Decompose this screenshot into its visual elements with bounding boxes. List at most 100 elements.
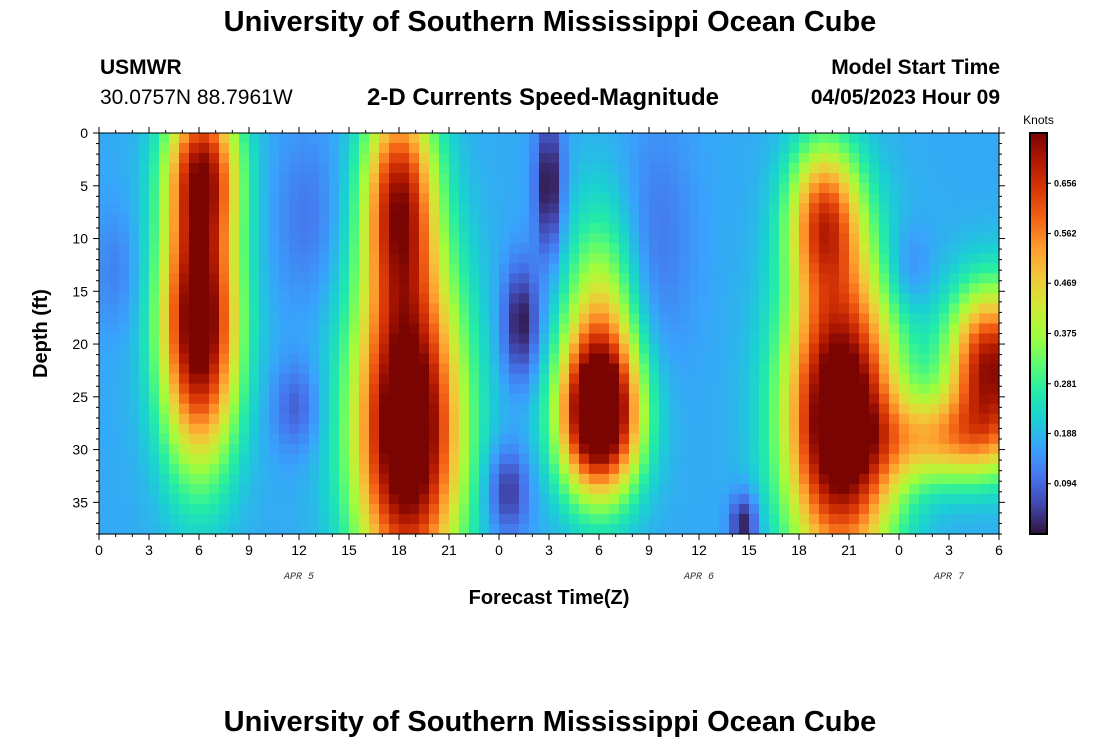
heatmap-cell bbox=[459, 303, 470, 315]
heatmap-cell bbox=[889, 163, 900, 174]
heatmap-cell bbox=[709, 173, 720, 184]
heatmap-cell bbox=[859, 163, 870, 174]
heatmap-cell bbox=[839, 313, 850, 325]
heatmap-cell bbox=[569, 503, 580, 515]
heatmap-cell bbox=[189, 203, 200, 214]
heatmap-cell bbox=[619, 423, 630, 435]
heatmap-cell bbox=[439, 333, 450, 345]
heatmap-cell bbox=[869, 503, 880, 515]
heatmap-cell bbox=[829, 213, 840, 224]
heatmap-cell bbox=[849, 423, 860, 435]
heatmap-cell bbox=[709, 223, 720, 234]
heatmap-cell bbox=[159, 233, 170, 244]
heatmap-cell bbox=[729, 273, 740, 284]
heatmap-cell bbox=[279, 513, 290, 525]
heatmap-cell bbox=[219, 303, 230, 315]
heatmap-cell bbox=[559, 253, 570, 264]
heatmap-cell bbox=[979, 463, 990, 475]
heatmap-cell bbox=[169, 353, 180, 365]
heatmap-cell bbox=[599, 523, 610, 535]
heatmap-cell bbox=[649, 473, 660, 485]
heatmap-cell bbox=[909, 413, 920, 425]
heatmap-cell bbox=[399, 443, 410, 455]
heatmap-cell bbox=[589, 133, 600, 144]
heatmap-cell bbox=[339, 153, 350, 164]
heatmap-cell bbox=[169, 133, 180, 144]
heatmap-cell bbox=[579, 453, 590, 465]
heatmap-cell bbox=[369, 433, 380, 445]
heatmap-cell bbox=[549, 373, 560, 385]
heatmap-cell bbox=[659, 353, 670, 365]
heatmap-cell bbox=[239, 333, 250, 345]
heatmap-cell bbox=[389, 213, 400, 224]
heatmap-cell bbox=[499, 473, 510, 485]
heatmap-cell bbox=[479, 153, 490, 164]
heatmap-cell bbox=[979, 453, 990, 465]
heatmap-cell bbox=[649, 153, 660, 164]
heatmap-cell bbox=[269, 453, 280, 465]
heatmap-cell bbox=[229, 183, 240, 194]
heatmap-cell bbox=[689, 253, 700, 264]
heatmap-cell bbox=[199, 463, 210, 475]
heatmap-cell bbox=[179, 373, 190, 385]
heatmap-cell bbox=[939, 153, 950, 164]
heatmap-cell bbox=[489, 183, 500, 194]
heatmap-cell bbox=[389, 333, 400, 345]
heatmap-cell bbox=[629, 183, 640, 194]
heatmap-cell bbox=[589, 253, 600, 264]
heatmap-cell bbox=[289, 403, 300, 415]
heatmap-cell bbox=[569, 493, 580, 505]
heatmap-cell bbox=[789, 493, 800, 505]
heatmap-cell bbox=[859, 153, 870, 164]
heatmap-cell bbox=[939, 203, 950, 214]
x-tick-label: 21 bbox=[441, 542, 457, 558]
heatmap-cell bbox=[519, 243, 530, 254]
heatmap-cell bbox=[699, 393, 710, 405]
heatmap-cell bbox=[689, 203, 700, 214]
heatmap-cell bbox=[719, 523, 730, 535]
heatmap-cell bbox=[109, 493, 120, 505]
heatmap-cell bbox=[699, 493, 710, 505]
heatmap-cell bbox=[739, 483, 750, 495]
heatmap-cell bbox=[749, 333, 760, 345]
heatmap-cell bbox=[689, 223, 700, 234]
heatmap-cell bbox=[179, 393, 190, 405]
heatmap-cell bbox=[629, 233, 640, 244]
heatmap-cell bbox=[149, 393, 160, 405]
heatmap-cell bbox=[659, 163, 670, 174]
heatmap-cell bbox=[389, 143, 400, 154]
heatmap-cell bbox=[439, 393, 450, 405]
heatmap-cell bbox=[189, 473, 200, 485]
x-tick-label: 12 bbox=[691, 542, 707, 558]
heatmap-cell bbox=[169, 423, 180, 435]
heatmap-cell bbox=[229, 313, 240, 325]
heatmap-cell bbox=[269, 233, 280, 244]
heatmap-cell bbox=[169, 293, 180, 305]
heatmap-cell bbox=[779, 293, 790, 305]
heatmap-cell bbox=[109, 383, 120, 395]
heatmap-cell bbox=[169, 493, 180, 505]
heatmap-cell bbox=[279, 343, 290, 355]
heatmap-cell bbox=[429, 333, 440, 345]
heatmap-cell bbox=[749, 203, 760, 214]
heatmap-cell bbox=[509, 373, 520, 385]
heatmap-cell bbox=[749, 383, 760, 395]
heatmap-cell bbox=[189, 353, 200, 365]
heatmap-cell bbox=[129, 163, 140, 174]
heatmap-cell bbox=[969, 383, 980, 395]
heatmap-cell bbox=[589, 233, 600, 244]
heatmap-cell bbox=[469, 283, 480, 295]
heatmap-cell bbox=[919, 493, 930, 505]
heatmap-cell bbox=[239, 383, 250, 395]
heatmap-cell bbox=[199, 313, 210, 325]
heatmap-cell bbox=[389, 173, 400, 184]
heatmap-cell bbox=[649, 433, 660, 445]
heatmap-cell bbox=[219, 393, 230, 405]
heatmap-cell bbox=[409, 283, 420, 295]
heatmap-cell bbox=[739, 283, 750, 295]
heatmap-cell bbox=[359, 323, 370, 335]
heatmap-cell bbox=[879, 343, 890, 355]
heatmap-cell bbox=[859, 403, 870, 415]
heatmap-cell bbox=[209, 473, 220, 485]
heatmap-cell bbox=[559, 223, 570, 234]
